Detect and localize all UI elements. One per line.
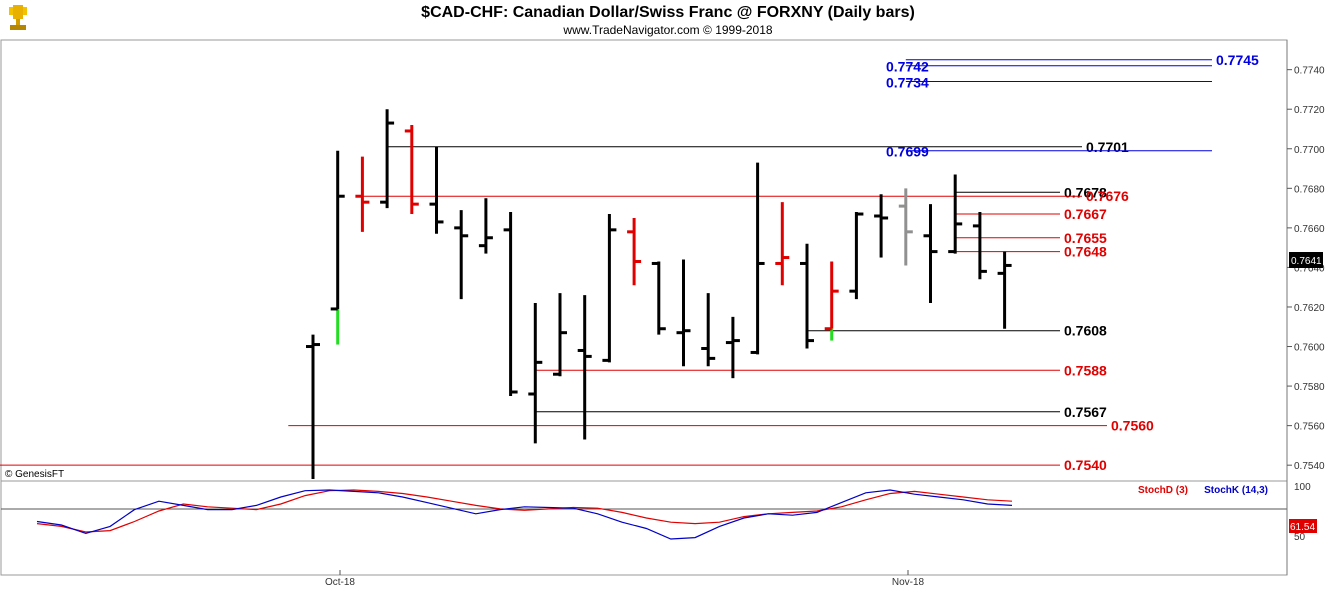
price-tick-label: 0.7740 — [1294, 66, 1325, 77]
ohlc-bar — [948, 174, 963, 254]
ohlc-bar — [602, 214, 617, 363]
level-label: 0.7655 — [1064, 230, 1107, 246]
level-label: 0.7676 — [1086, 188, 1129, 204]
ohlc-bar — [355, 156, 370, 232]
ohlc-bar — [800, 243, 814, 349]
ohlc-bars-group — [306, 109, 1012, 480]
ohlc-bar — [676, 259, 691, 367]
ohlc-bar — [972, 212, 987, 280]
ohlc-bar — [454, 210, 469, 300]
stochd-legend: StochD (3) — [1138, 485, 1188, 496]
price-tick-label: 0.7620 — [1294, 303, 1325, 314]
time-axis-ticks: Oct-18 Nov-18 — [325, 570, 925, 588]
stochk-line — [36, 489, 1013, 540]
ohlc-bar — [627, 217, 642, 286]
level-label: 0.7608 — [1064, 323, 1107, 339]
ohlc-bar — [577, 295, 592, 440]
ohlc-bar — [750, 162, 765, 355]
ohlc-bar — [380, 109, 395, 209]
ohlc-bar — [997, 251, 1012, 329]
ohlc-bar — [306, 334, 320, 480]
level-label: 0.7667 — [1064, 206, 1107, 222]
level-label: 0.7648 — [1064, 244, 1107, 260]
ohlc-bar — [849, 212, 864, 300]
level-label: 0.7540 — [1064, 457, 1107, 473]
stochastic-lines-group — [36, 489, 1013, 540]
ohlc-bar — [330, 150, 345, 345]
stochk-legend: StochK (14,3) — [1204, 485, 1268, 496]
price-tick-label: 0.7580 — [1294, 382, 1325, 393]
level-label: 0.7560 — [1111, 418, 1154, 434]
price-tick-label: 0.7660 — [1294, 224, 1325, 235]
chart-title: $CAD-CHF: Canadian Dollar/Swiss Franc @ … — [421, 4, 915, 21]
ohlc-bar — [775, 202, 790, 286]
level-label: 0.7588 — [1064, 362, 1107, 378]
ohlc-bar — [528, 303, 543, 444]
price-tick-label: 0.7680 — [1294, 184, 1325, 195]
level-label: 0.7745 — [1216, 52, 1259, 68]
stochd-line — [36, 489, 1013, 533]
level-label: 0.7701 — [1086, 139, 1129, 155]
ohlc-bar — [553, 293, 567, 377]
price-tick-label: 0.7560 — [1294, 422, 1325, 433]
price-tick-label: 0.7720 — [1294, 105, 1325, 116]
chart-subtitle: www.TradeNavigator.com © 1999-2018 — [562, 23, 772, 37]
ohlc-bar — [725, 316, 740, 379]
ohlc-bar — [874, 194, 889, 258]
stoch-tick-50: 50 — [1294, 532, 1306, 543]
time-tick-label: Oct-18 — [325, 577, 355, 588]
level-label: 0.7742 — [886, 59, 929, 75]
ohlc-bar — [898, 188, 913, 266]
credit-label: © GenesisFT — [5, 469, 64, 480]
level-label: 0.7734 — [886, 75, 929, 91]
level-lines-group: 0.77450.77420.77340.77010.76990.76780.76… — [0, 52, 1259, 473]
ohlc-bar — [404, 125, 419, 215]
ohlc-bar — [478, 198, 493, 254]
price-tick-label: 0.7600 — [1294, 343, 1325, 354]
stoch-tick-100: 100 — [1294, 482, 1311, 493]
logo-icon — [9, 5, 27, 30]
ohlc-bar — [824, 261, 839, 341]
price-tick-label: 0.7540 — [1294, 461, 1325, 472]
ohlc-bar — [429, 146, 444, 234]
ohlc-bar — [651, 261, 666, 335]
price-axis-ticks: 0.75400.75600.75800.76000.76200.76400.76… — [1287, 66, 1325, 472]
ohlc-bar — [923, 204, 938, 304]
time-tick-label: Nov-18 — [892, 577, 925, 588]
level-label: 0.7567 — [1064, 404, 1107, 420]
level-label: 0.7699 — [886, 144, 929, 160]
price-tick-label: 0.7700 — [1294, 145, 1325, 156]
ohlc-bar — [503, 212, 518, 396]
stoch-last-label: 61.54 — [1290, 522, 1315, 533]
price-tick-label: 0.7640 — [1294, 263, 1325, 274]
last-price-label: 0.7641 — [1291, 256, 1322, 267]
ohlc-bar — [701, 293, 716, 367]
stoch-last-badge — [1289, 519, 1317, 533]
last-price-badge — [1289, 252, 1323, 268]
